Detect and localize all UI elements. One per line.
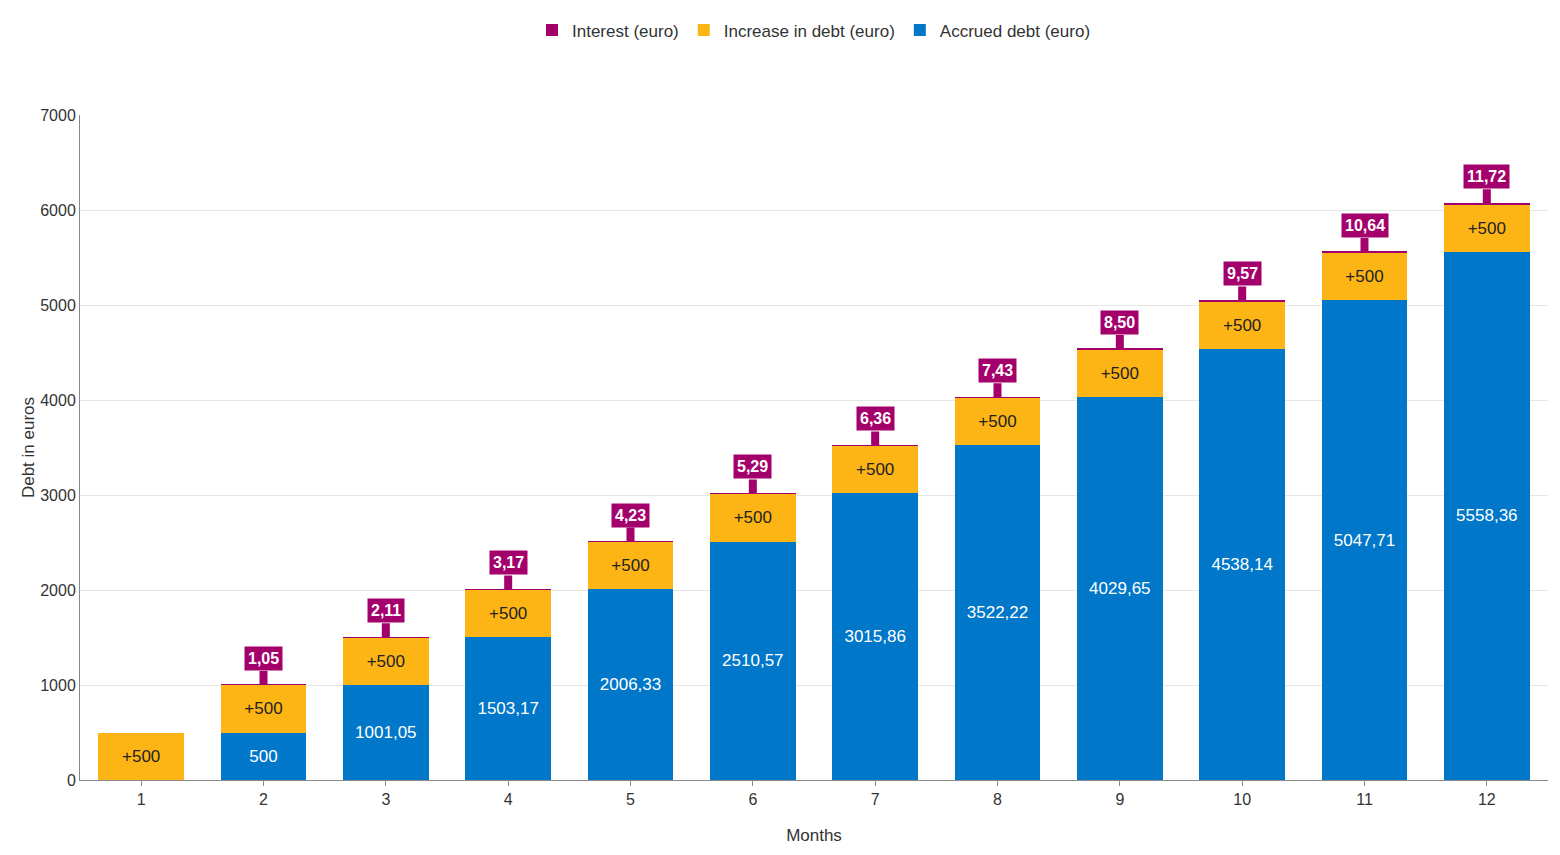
svg-text:6000: 6000 <box>40 202 76 219</box>
svg-text:+500: +500 <box>1223 316 1261 335</box>
svg-text:Accrued debt (euro): Accrued debt (euro) <box>940 22 1090 41</box>
svg-text:1,05: 1,05 <box>248 650 279 667</box>
svg-text:+500: +500 <box>489 604 527 623</box>
svg-text:3: 3 <box>381 791 390 808</box>
svg-text:3000: 3000 <box>40 487 76 504</box>
svg-text:2510,57: 2510,57 <box>722 651 783 670</box>
svg-text:5000: 5000 <box>40 297 76 314</box>
svg-text:4000: 4000 <box>40 392 76 409</box>
svg-text:4: 4 <box>504 791 513 808</box>
svg-text:10,64: 10,64 <box>1345 217 1385 234</box>
svg-text:5047,71: 5047,71 <box>1334 531 1395 550</box>
svg-text:1: 1 <box>137 791 146 808</box>
svg-text:Debt in euros: Debt in euros <box>19 397 38 498</box>
svg-text:7: 7 <box>871 791 880 808</box>
svg-text:+500: +500 <box>734 508 772 527</box>
svg-text:6: 6 <box>748 791 757 808</box>
svg-text:3,17: 3,17 <box>493 554 524 571</box>
svg-text:1001,05: 1001,05 <box>355 723 416 742</box>
svg-text:+500: +500 <box>856 460 894 479</box>
svg-text:+500: +500 <box>367 652 405 671</box>
svg-text:11: 11 <box>1356 791 1373 808</box>
svg-text:5,29: 5,29 <box>737 458 768 475</box>
svg-text:5: 5 <box>626 791 635 808</box>
svg-text:Months: Months <box>786 826 842 845</box>
svg-text:Increase in debt (euro): Increase in debt (euro) <box>724 22 895 41</box>
svg-text:2: 2 <box>259 791 268 808</box>
svg-text:+500: +500 <box>978 412 1016 431</box>
svg-text:7,43: 7,43 <box>982 362 1013 379</box>
svg-text:8,50: 8,50 <box>1104 314 1135 331</box>
svg-text:1000: 1000 <box>40 677 76 694</box>
svg-text:2006,33: 2006,33 <box>600 675 661 694</box>
svg-text:7000: 7000 <box>40 107 76 124</box>
svg-text:3522,22: 3522,22 <box>967 603 1028 622</box>
svg-text:4538,14: 4538,14 <box>1211 555 1272 574</box>
svg-text:2000: 2000 <box>40 582 76 599</box>
svg-text:0: 0 <box>67 772 76 789</box>
svg-text:10: 10 <box>1233 791 1251 808</box>
svg-text:500: 500 <box>249 747 277 766</box>
svg-text:11,72: 11,72 <box>1467 168 1506 185</box>
svg-text:2,11: 2,11 <box>371 602 401 619</box>
svg-text:9: 9 <box>1115 791 1124 808</box>
svg-text:+500: +500 <box>1101 364 1139 383</box>
svg-text:6,36: 6,36 <box>860 410 891 427</box>
svg-text:+500: +500 <box>1345 267 1383 286</box>
svg-text:5558,36: 5558,36 <box>1456 506 1517 525</box>
svg-text:+500: +500 <box>611 556 649 575</box>
svg-text:1503,17: 1503,17 <box>477 699 538 718</box>
svg-text:9,57: 9,57 <box>1227 265 1258 282</box>
svg-text:+500: +500 <box>244 699 282 718</box>
svg-text:8: 8 <box>993 791 1002 808</box>
svg-text:3015,86: 3015,86 <box>844 627 905 646</box>
svg-text:+500: +500 <box>122 747 160 766</box>
svg-text:Interest (euro): Interest (euro) <box>572 22 679 41</box>
svg-text:4029,65: 4029,65 <box>1089 579 1150 598</box>
svg-text:4,23: 4,23 <box>615 507 646 524</box>
svg-text:+500: +500 <box>1468 219 1506 238</box>
svg-text:12: 12 <box>1478 791 1496 808</box>
